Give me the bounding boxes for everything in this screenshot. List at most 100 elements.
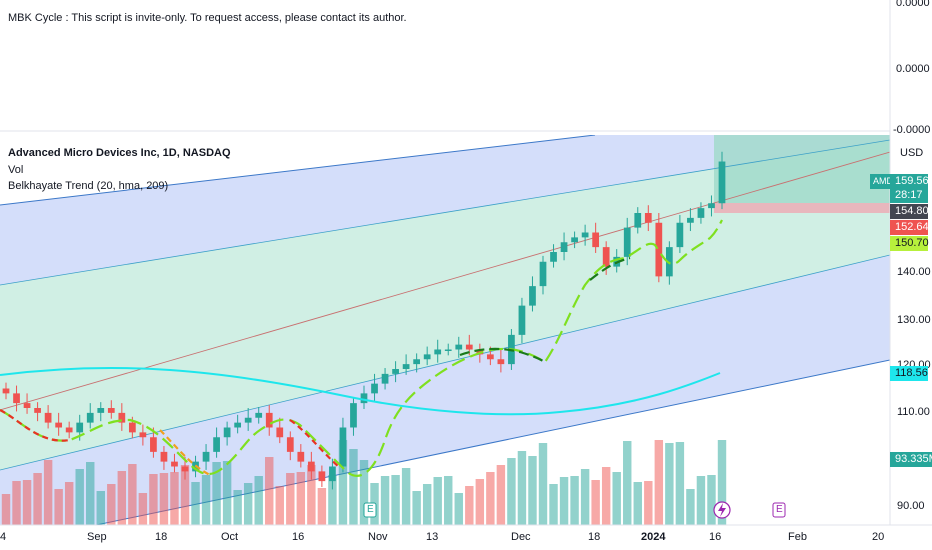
stop-zone [714,203,890,213]
volume-bar [317,488,327,525]
volume-bar [265,457,274,525]
volume-bar [286,473,295,525]
candle [571,237,578,243]
volume-bar [64,482,74,525]
symbol-badge: AMD [870,174,893,189]
time-tick: Dec [511,531,531,543]
lightning-event-icon[interactable] [713,501,731,519]
candle [413,359,421,365]
volume-bar [696,476,706,525]
volume-bar [686,489,695,525]
volume-bar [1,494,11,525]
candle [392,369,399,374]
volume-bar [433,477,442,525]
time-tick: 18 [155,531,168,543]
candle [171,461,178,467]
legend-trend[interactable]: Belkhayate Trend (20, hma, 209) [8,180,169,192]
level-badge-2: 152.64 [890,220,929,235]
channel-lower-line [93,359,890,525]
earnings-letter-nov: E [367,504,374,515]
volume-bar [254,476,263,525]
time-tick: 16 [709,531,722,543]
candle [86,412,94,423]
price-tick: 110.00 [897,406,930,418]
countdown-badge: 28:17 [890,188,928,203]
currency-label[interactable]: USD [900,147,924,159]
time-tick: 20 [872,531,885,543]
volume-bar [633,482,642,525]
time-tick: Oct [221,531,239,543]
candle [76,422,84,433]
trend-line-down-3 [289,419,341,469]
candle [697,208,705,218]
candle [150,437,157,452]
volume-bar [212,462,221,525]
inner-band [0,140,890,470]
candle [329,466,336,482]
candle [687,217,694,223]
volume-bar [517,451,527,525]
volume-bar [601,467,611,525]
volume-bar [665,443,674,525]
volume-bar [401,468,411,525]
level-badge-1: 154.80 [890,204,929,219]
candle [181,466,189,472]
candle [455,344,463,350]
candle [23,403,31,408]
volume-bar [717,440,727,525]
candle [44,412,52,423]
price-tick: 140.00 [897,266,931,278]
candle [2,388,10,394]
candle [350,403,357,428]
volume-bar [591,480,600,525]
volume-bar [654,440,664,525]
candle [97,408,105,413]
trend-line-down-2 [159,429,211,476]
cycle-curve [0,366,721,416]
indicator-notice: MBK Cycle : This script is invite-only. … [8,12,407,24]
level-badge-4: 118.56 [890,366,928,381]
channel-bands [0,135,890,525]
volume-bar [444,476,453,525]
candle [297,451,305,462]
time-tick-year: 2024 [641,531,666,543]
candle [423,354,431,360]
earnings-event-feb[interactable] [772,502,786,518]
volume-bar [465,486,474,525]
candle [128,422,136,433]
candle [381,373,389,384]
volume-bar [33,473,42,525]
candle [434,349,442,355]
indicator-axis-label-3: -0.0000 [893,124,931,136]
volume-bar [180,465,190,525]
volume-bar [338,440,348,525]
volume-bar [486,472,495,525]
candle [255,412,263,418]
indicator-axis-label-1: 0.0000 [896,0,930,9]
candle [529,286,536,306]
candle [592,232,600,248]
candle [244,417,252,423]
volume-bar [296,472,306,525]
volume-bar [570,476,579,525]
volume-bar [107,484,116,525]
time-tick: 16 [292,531,305,543]
candle [465,344,473,350]
candle [644,213,652,223]
candle [34,408,41,413]
channel-mid-line [0,151,890,411]
volume-bar [222,461,232,525]
volume-bar [707,475,716,525]
legend-title[interactable]: Advanced Micro Devices Inc, 1D, NASDAQ [8,147,231,159]
earnings-letter-feb: E [776,504,783,515]
legend-vol[interactable]: Vol [8,164,24,176]
volume-bar [275,486,284,525]
time-tick: Feb [788,531,807,543]
volume-bar [54,489,63,525]
trend-line-primary [0,219,723,477]
volume-bar [117,471,127,525]
volume-bar [191,482,200,525]
earnings-event-nov[interactable] [363,502,377,518]
candle [107,408,115,413]
